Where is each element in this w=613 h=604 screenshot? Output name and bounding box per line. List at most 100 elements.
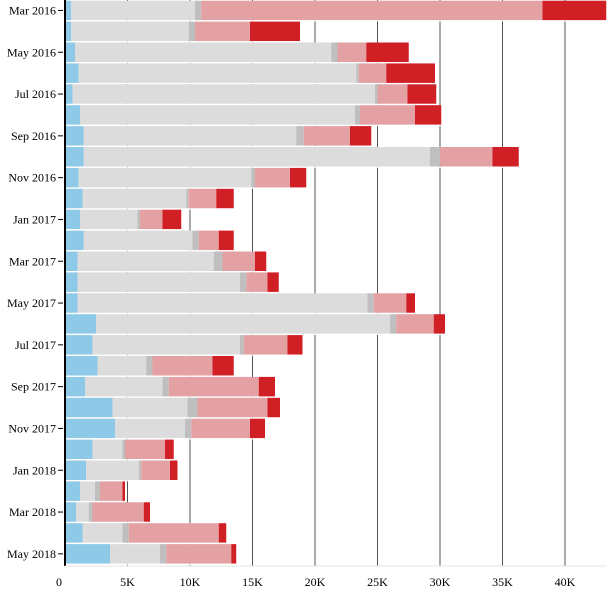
- bar-segment: [85, 376, 163, 397]
- bar-segment: [243, 335, 288, 355]
- y-tick-label: Jan 2018: [13, 463, 56, 477]
- bar-segment: [192, 230, 199, 251]
- bar-segment: [350, 126, 372, 146]
- bar-segment: [140, 209, 163, 230]
- bar-segment: [128, 523, 219, 543]
- y-tick-label: Nov 2017: [8, 421, 56, 435]
- bar-segment: [77, 293, 368, 313]
- bar-segment: [83, 230, 193, 251]
- bar-segment: [197, 397, 268, 418]
- y-tick-label: Jul 2016: [15, 87, 56, 101]
- bar-segment: [65, 418, 115, 439]
- bar-segment: [138, 460, 142, 480]
- bar-segment: [65, 105, 80, 125]
- bar-segment: [367, 293, 374, 313]
- bar-segment: [65, 356, 98, 376]
- x-tick-label: 25K: [367, 575, 388, 589]
- bar-segment: [65, 63, 79, 83]
- x-tick-label: 5K: [120, 575, 135, 589]
- bar-segment: [65, 376, 85, 397]
- bar-segment: [355, 105, 360, 125]
- bar-segment: [191, 418, 250, 439]
- axes: [58, 0, 606, 567]
- bar-segment: [337, 42, 367, 62]
- y-tick-label: May 2016: [7, 45, 56, 59]
- bar-segment: [250, 21, 300, 42]
- bar-segment: [65, 397, 113, 418]
- bar-segment: [396, 314, 434, 334]
- bar-segment: [287, 335, 303, 355]
- bar-segment: [115, 418, 185, 439]
- bar-segment: [71, 21, 189, 42]
- bar-segment: [222, 251, 255, 271]
- bar-segment: [65, 251, 78, 271]
- x-tick-label: 35K: [492, 575, 513, 589]
- bar-segment: [218, 523, 227, 543]
- bar-segment: [213, 251, 223, 271]
- bar-segment: [86, 460, 139, 480]
- bar-segment: [240, 335, 244, 355]
- bar-segment: [212, 356, 234, 376]
- bar-segment: [406, 293, 415, 313]
- bar-segment: [267, 397, 280, 418]
- x-tick-label: 10K: [180, 575, 201, 589]
- bar-segment: [122, 523, 129, 543]
- bar-segment: [168, 376, 259, 397]
- bar-segment: [92, 335, 240, 355]
- bar-segment: [65, 272, 78, 292]
- bar-segment: [65, 314, 97, 334]
- bar-segment: [65, 523, 83, 543]
- bar-segment: [65, 502, 77, 522]
- bar-segment: [65, 0, 72, 21]
- bar-segment: [92, 502, 144, 522]
- x-tick-label: 40K: [555, 575, 576, 589]
- bar-segment: [166, 544, 232, 564]
- bar-segment: [170, 460, 178, 480]
- bar-segment: [88, 502, 93, 522]
- bar-segment: [65, 42, 75, 62]
- bar-segment: [122, 439, 125, 460]
- bar-segment: [250, 418, 265, 439]
- bar-segment: [75, 42, 332, 62]
- x-tick-label: 30K: [430, 575, 451, 589]
- bar-segment: [255, 167, 290, 188]
- bar-segment: [82, 188, 187, 209]
- bar-segment: [375, 84, 378, 104]
- bar-segment: [390, 314, 397, 334]
- bar-segment: [122, 481, 125, 501]
- bar-segment: [110, 544, 160, 564]
- bar-segment: [358, 63, 387, 83]
- bar-segment: [267, 272, 279, 292]
- bar-segment: [65, 481, 80, 501]
- bar-segment: [366, 42, 409, 62]
- bar-segment: [186, 188, 189, 209]
- bar-segment: [72, 84, 375, 104]
- bar-segment: [65, 293, 78, 313]
- bar-segment: [407, 84, 437, 104]
- bar-segment: [65, 84, 73, 104]
- bar-segment: [95, 481, 100, 501]
- bar-segment: [77, 272, 240, 292]
- bar-segment: [137, 209, 140, 230]
- bar-segment: [218, 230, 234, 251]
- bar-segment: [216, 188, 234, 209]
- bar-segment: [198, 230, 219, 251]
- bar-segment: [65, 167, 79, 188]
- bar-segment: [303, 126, 350, 146]
- bar-segment: [373, 293, 407, 313]
- y-tick-label: Nov 2016: [8, 171, 56, 185]
- bar-segment: [152, 356, 213, 376]
- bar-segment: [255, 251, 267, 271]
- bar-segment: [377, 84, 408, 104]
- bar-segment: [77, 251, 214, 271]
- bar-segment: [82, 523, 123, 543]
- y-tick-label: Sep 2017: [11, 380, 56, 394]
- bar-segment: [65, 126, 84, 146]
- bar-segment: [188, 188, 217, 209]
- bar-segment: [542, 0, 607, 21]
- y-tick-label: May 2018: [7, 547, 56, 561]
- bar-segment: [80, 209, 138, 230]
- y-tick-label: Sep 2016: [11, 129, 56, 143]
- bar-segment: [356, 63, 359, 83]
- y-tick-label: Mar 2017: [9, 254, 56, 268]
